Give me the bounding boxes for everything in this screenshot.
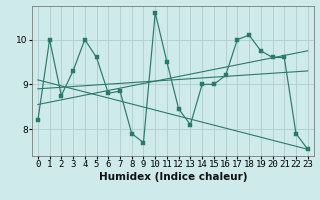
X-axis label: Humidex (Indice chaleur): Humidex (Indice chaleur) [99, 172, 247, 182]
